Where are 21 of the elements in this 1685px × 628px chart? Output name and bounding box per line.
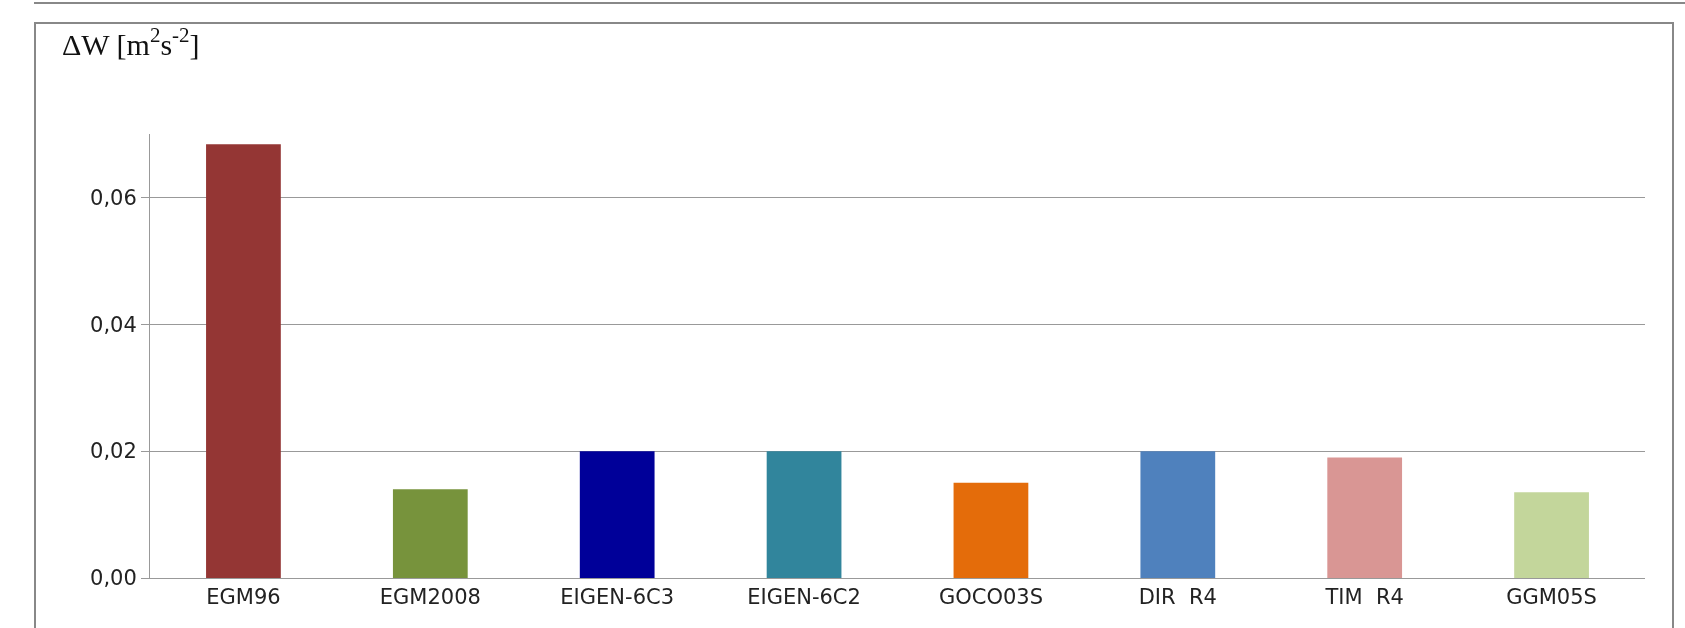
x-tick-label: DIR R4: [1138, 585, 1217, 610]
x-tick-label: EIGEN-6C3: [560, 585, 675, 610]
bar: [766, 451, 842, 578]
x-tick-label: GGM05S: [1506, 585, 1597, 610]
x-tick-label: TIM R4: [1324, 585, 1404, 610]
x-tick-label: EGM2008: [379, 585, 481, 610]
x-tick-label: EGM96: [206, 585, 281, 610]
x-tick-label: GOCO03S: [938, 585, 1043, 610]
bar: [579, 451, 655, 578]
bar: [392, 489, 468, 578]
bar: [1514, 492, 1589, 578]
y-axis-title: ΔW [m$^{2}$s$^{-2}$]: [62, 23, 200, 61]
bar: [1140, 451, 1216, 578]
bar: [206, 144, 281, 578]
bar: [1327, 457, 1403, 578]
x-tick-label: EIGEN-6C2: [747, 585, 861, 610]
bar: [953, 482, 1029, 578]
y-tick-label: 0,00: [90, 566, 137, 591]
y-tick-label: 0,04: [90, 312, 137, 337]
y-tick-label: 0,06: [90, 185, 137, 210]
y-tick-label: 0,02: [90, 439, 137, 464]
